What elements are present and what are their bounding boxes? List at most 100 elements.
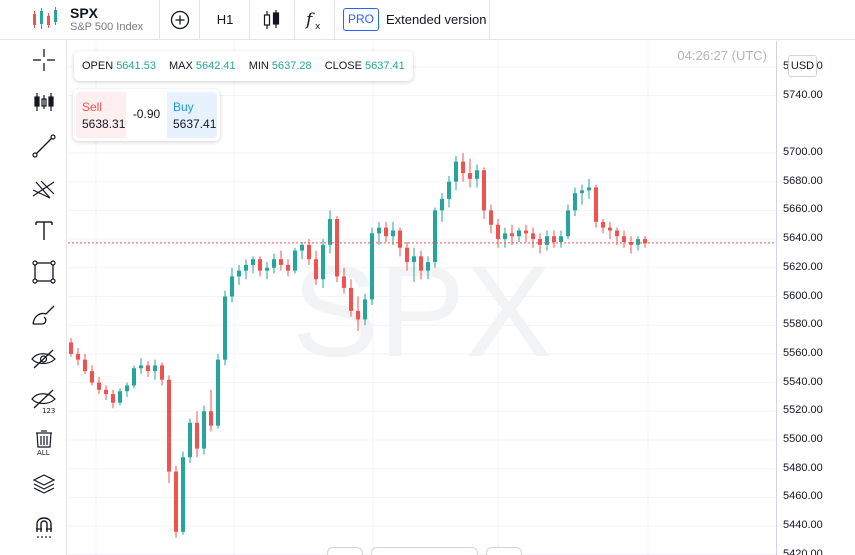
candle-body [174, 471, 178, 532]
candle-body [216, 359, 220, 426]
buy-button[interactable]: Buy 5637.41 [167, 92, 217, 138]
symbol-description: S&P 500 Index [70, 21, 144, 33]
candle-body [622, 236, 626, 242]
candle-body [209, 411, 213, 426]
price-axis[interactable]: 5760.005740.005700.005680.005660.005640.… [776, 41, 855, 555]
fib-tool-icon [32, 180, 55, 199]
candle-body [251, 259, 255, 265]
open-value: 5641.53 [116, 60, 156, 72]
fib-tool[interactable] [28, 172, 60, 204]
candle-body [440, 198, 444, 211]
trade-widget: Sell 5638.31 -0.90 Buy 5637.41 [73, 89, 220, 141]
candle-body [447, 181, 451, 199]
plus-circle-icon [170, 10, 190, 30]
candle-body [328, 219, 332, 245]
min-label: MIN [248, 60, 269, 72]
candle-body [510, 233, 514, 237]
candle-series [69, 153, 647, 538]
candle-body [517, 230, 521, 237]
price-tick-label: 5640.00 [783, 232, 823, 245]
price-tick-label: 5680.00 [783, 174, 823, 187]
scroll-control[interactable] [371, 547, 478, 555]
price-tick-label: 5540.00 [783, 375, 823, 388]
drawing-toolbar: 123 ALL [0, 40, 67, 555]
magnet-icon [36, 517, 52, 538]
candle-body [139, 365, 143, 369]
rectangle-tool[interactable] [28, 256, 60, 288]
symbol-selector[interactable]: SPX S&P 500 Index [0, 0, 160, 40]
candle-body [244, 264, 248, 271]
sell-button[interactable]: Sell 5638.31 [76, 92, 126, 138]
extended-version-label: Extended version [386, 12, 487, 27]
candle-body [230, 276, 234, 297]
candle-body [69, 342, 73, 354]
remove-all-tool[interactable]: ALL [28, 426, 60, 458]
svg-text:123: 123 [42, 407, 55, 415]
chart-type-button[interactable] [250, 0, 295, 40]
candle-body [314, 259, 318, 280]
layers-tool[interactable] [28, 468, 60, 500]
hide-indicators-icon: 123 [31, 389, 56, 415]
candle-body [167, 379, 171, 472]
candle-body [419, 256, 423, 271]
price-tick-label: 5620.00 [783, 260, 823, 273]
candle-body [468, 173, 472, 179]
candles-tool[interactable] [28, 86, 60, 118]
currency-button[interactable]: USD [788, 55, 817, 77]
trend-line-tool-icon [32, 134, 56, 158]
candle-body [412, 256, 416, 263]
remove-all-label: ALL [37, 449, 50, 457]
candle-body [615, 230, 619, 237]
utc-clock: 04:26:27 (UTC) [677, 48, 767, 63]
candle-body [538, 239, 542, 245]
svg-text:f: f [304, 10, 315, 30]
magnet-tool[interactable] [28, 510, 60, 542]
candle-body [349, 287, 353, 311]
hide-drawings-tool[interactable] [28, 342, 60, 374]
extended-version-link[interactable]: PRO Extended version [335, 0, 490, 40]
crosshair-tool[interactable] [28, 44, 60, 76]
candle-body [601, 221, 605, 228]
candle-body [132, 368, 136, 386]
zoom-out-control[interactable] [327, 547, 363, 555]
candle-body [461, 161, 465, 174]
price-tick-label: 5600.00 [783, 289, 823, 302]
candle-body [188, 422, 192, 458]
candle-body [629, 241, 633, 245]
price-tick-label: 5520.00 [783, 404, 823, 417]
candle-body [279, 259, 283, 265]
buy-price: 5637.41 [173, 117, 217, 131]
crosshair-tool-icon [33, 49, 55, 71]
candles-tool-icon [34, 93, 54, 111]
price-tick-label: 5460.00 [783, 490, 823, 503]
hide-drawings-icon [31, 349, 56, 369]
candle-body [293, 250, 297, 271]
candle-type-icon [263, 10, 280, 29]
candle-body [482, 170, 486, 211]
candle-body [398, 230, 402, 248]
text-tool[interactable] [28, 214, 60, 246]
buy-label: Buy [173, 100, 194, 114]
price-tick-label: 5480.00 [783, 461, 823, 474]
price-chart[interactable]: SPX [68, 41, 776, 555]
indicators-button[interactable]: f x [295, 0, 335, 40]
hide-indicators-tool[interactable]: 123 [28, 384, 60, 416]
trend-line-tool[interactable] [28, 130, 60, 162]
remove-all-icon: ALL [36, 430, 52, 457]
candle-body [580, 190, 584, 194]
compare-button[interactable] [160, 0, 200, 40]
candle-body [363, 299, 367, 320]
zoom-in-control[interactable] [486, 547, 522, 555]
candle-body [384, 227, 388, 237]
brush-tool[interactable] [28, 298, 60, 330]
candle-body [524, 230, 528, 234]
spread-value: -0.90 [132, 107, 161, 121]
candle-body [566, 210, 570, 237]
candle-body [286, 264, 290, 271]
candle-body [552, 236, 556, 242]
candle-body [258, 259, 262, 271]
timeframe-button[interactable]: H1 [200, 0, 250, 40]
candle-body [356, 310, 360, 320]
candle-body [573, 193, 577, 211]
